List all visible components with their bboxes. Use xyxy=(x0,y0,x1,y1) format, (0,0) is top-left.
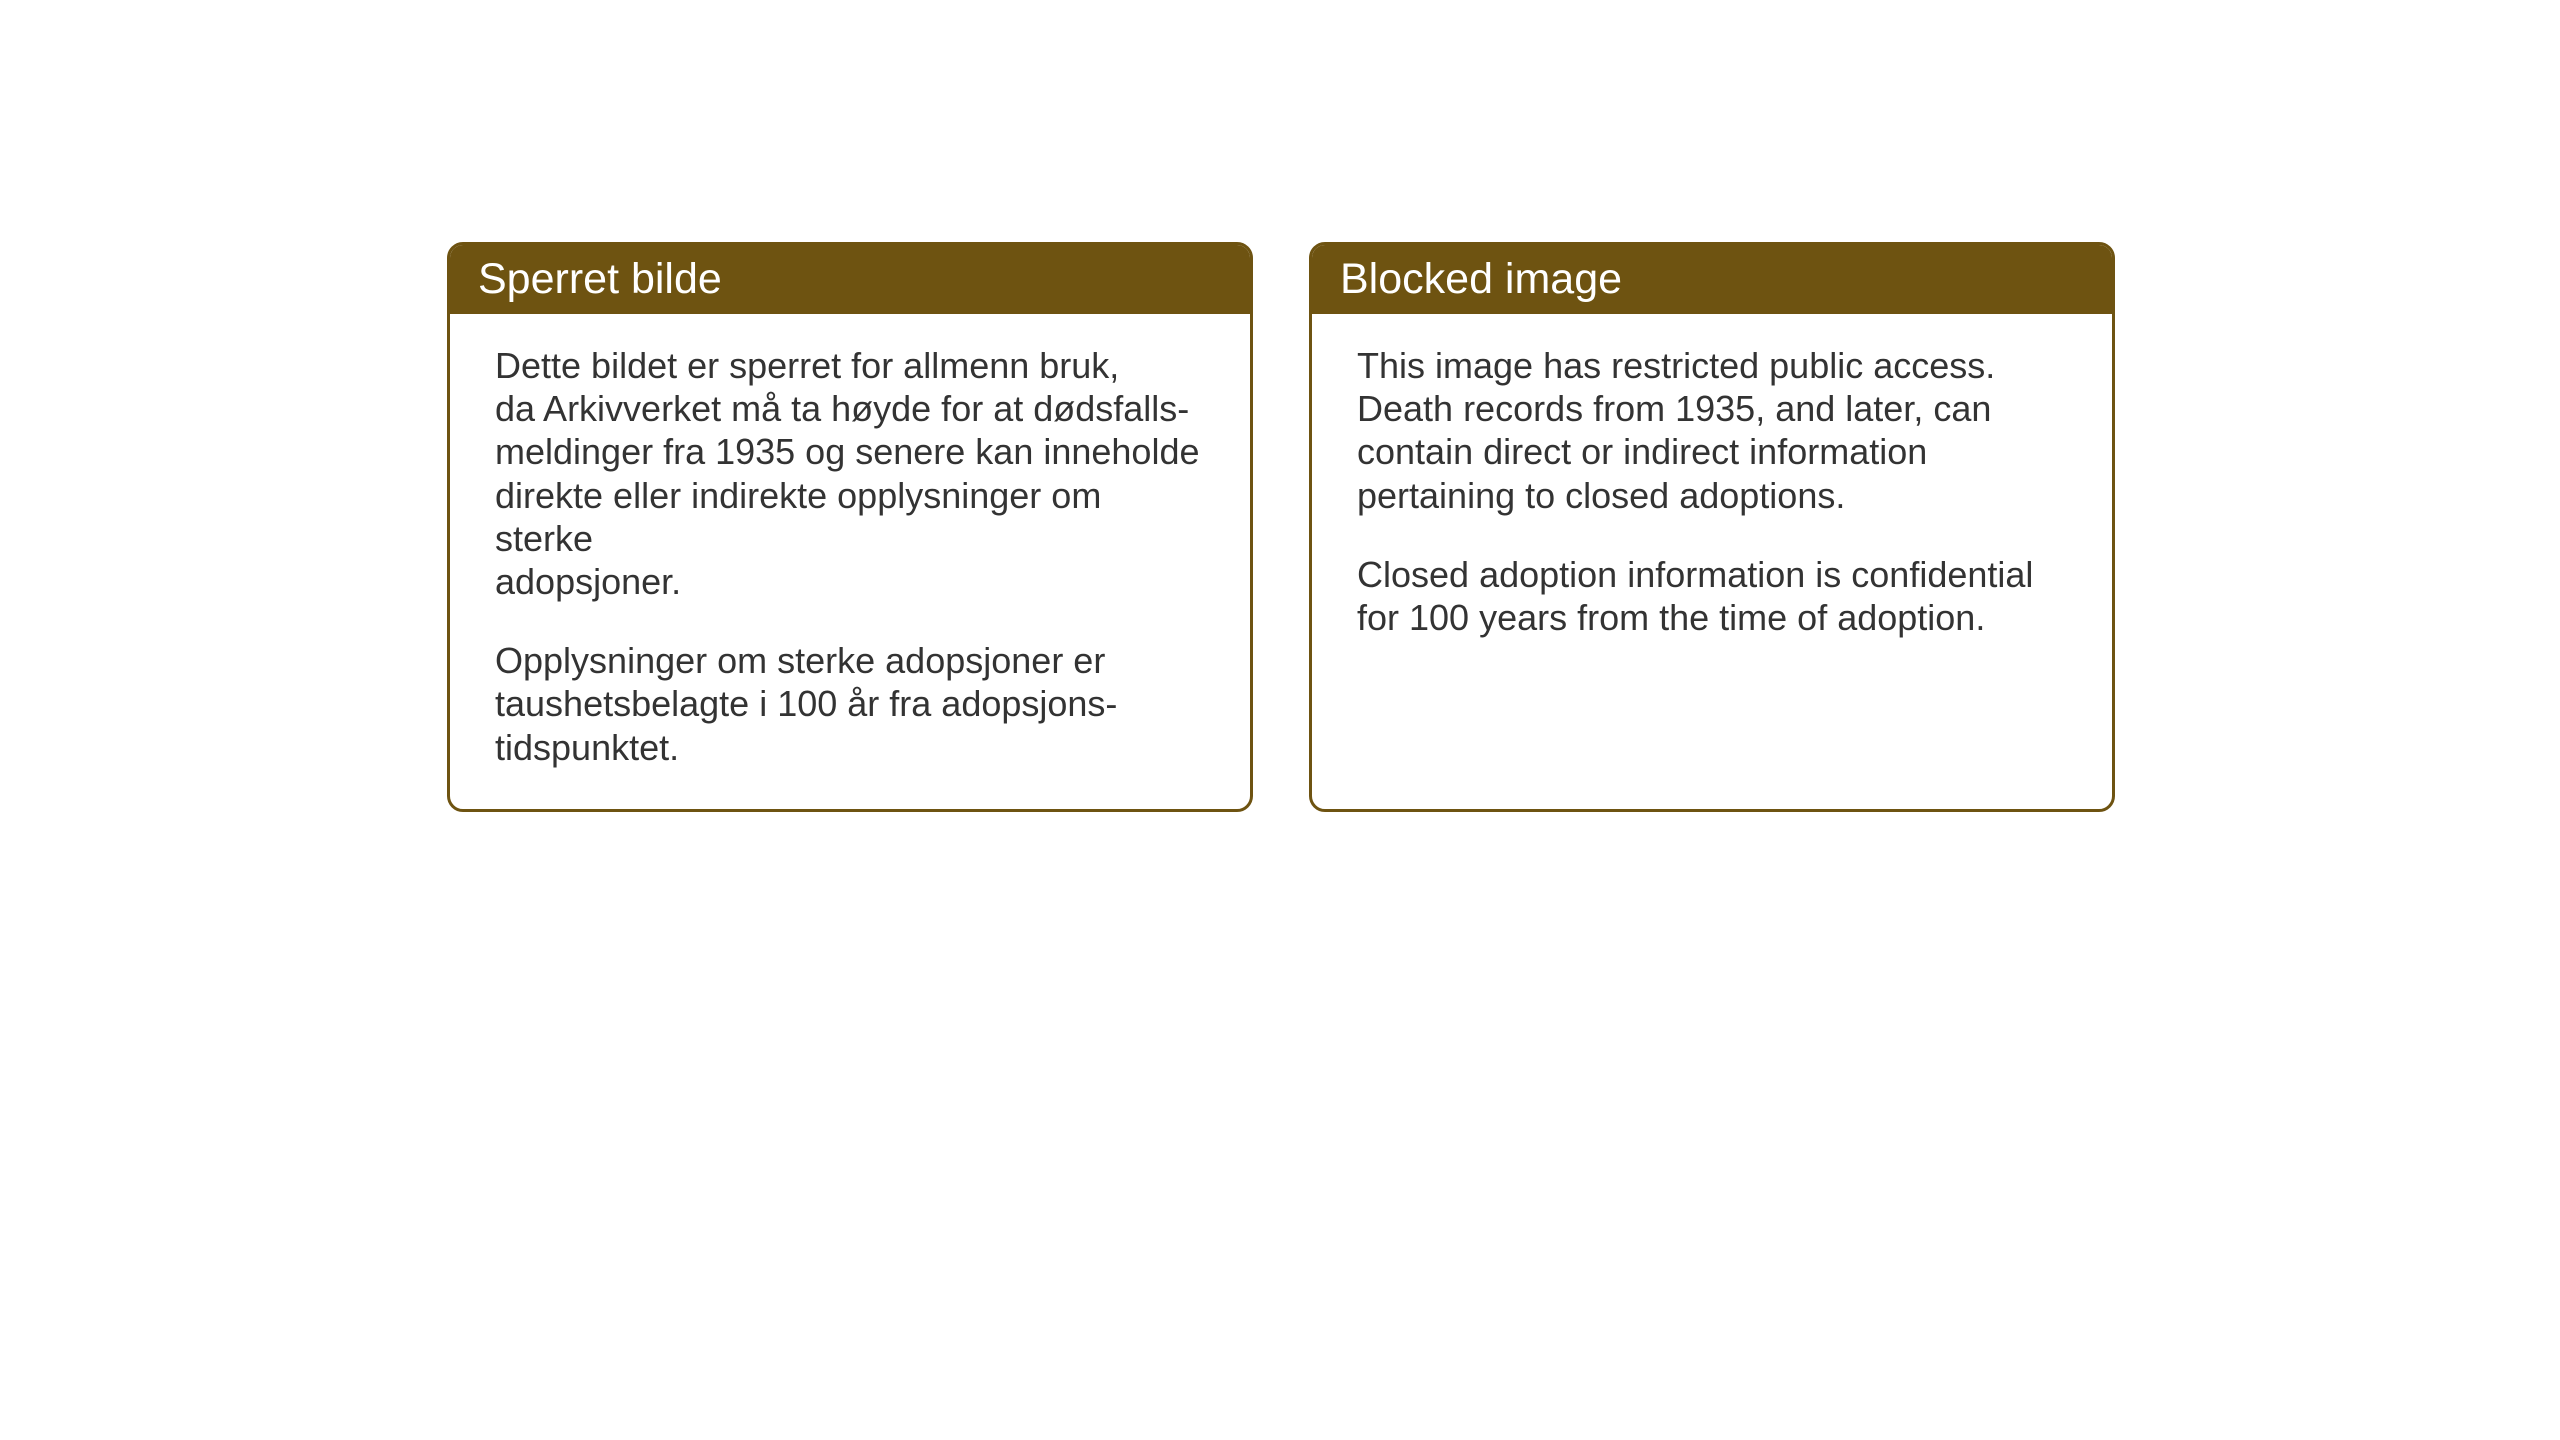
card-norwegian: Sperret bilde Dette bildet er sperret fo… xyxy=(447,242,1253,812)
card-header-english: Blocked image xyxy=(1312,245,2112,314)
card-body-english: This image has restricted public access.… xyxy=(1312,314,2112,679)
paragraph-1: This image has restricted public access.… xyxy=(1357,344,2067,517)
paragraph-2: Closed adoption information is confident… xyxy=(1357,553,2067,639)
card-header-norwegian: Sperret bilde xyxy=(450,245,1250,314)
card-title: Blocked image xyxy=(1340,255,1622,303)
paragraph-1: Dette bildet er sperret for allmenn bruk… xyxy=(495,344,1205,603)
card-title: Sperret bilde xyxy=(478,255,722,303)
paragraph-2: Opplysninger om sterke adopsjoner ertaus… xyxy=(495,639,1205,769)
cards-container: Sperret bilde Dette bildet er sperret fo… xyxy=(447,242,2115,812)
card-body-norwegian: Dette bildet er sperret for allmenn bruk… xyxy=(450,314,1250,809)
card-english: Blocked image This image has restricted … xyxy=(1309,242,2115,812)
